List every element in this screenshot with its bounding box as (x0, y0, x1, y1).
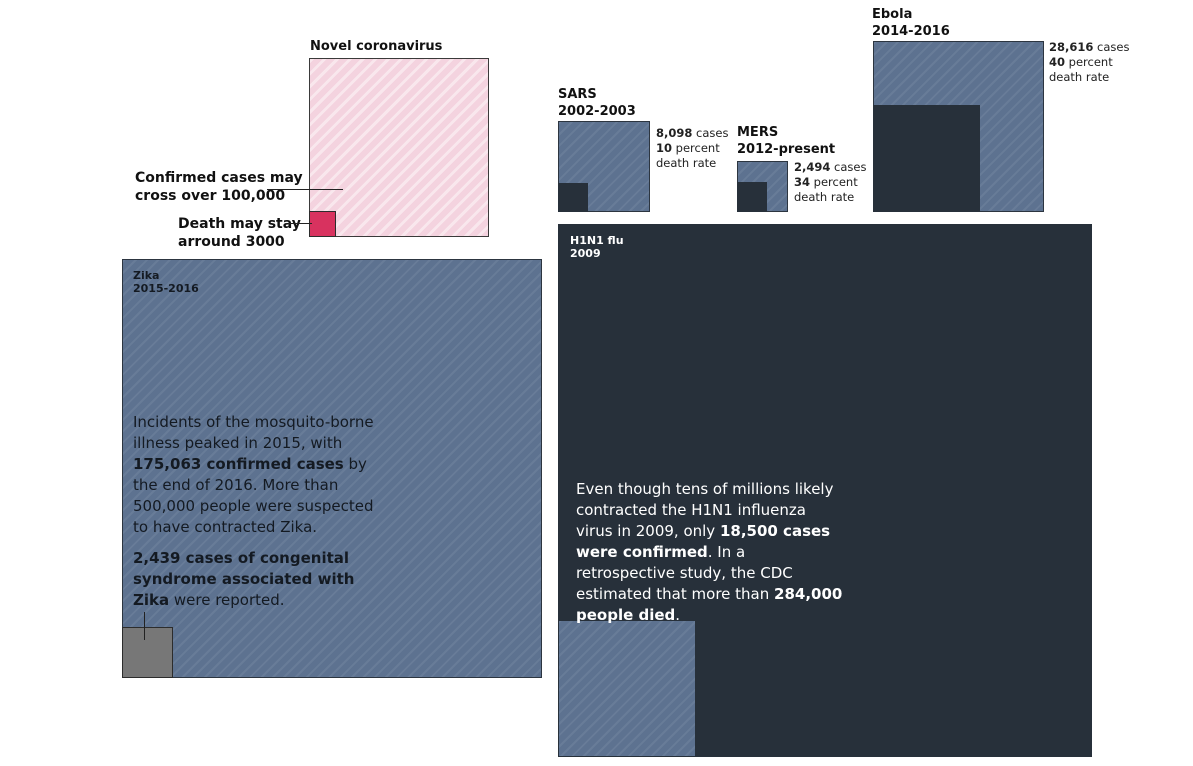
zika-confirmed-cases: 175,063 confirmed cases (133, 455, 344, 473)
zika-congenital-cases: 2,439 cases of congenital syndrome assoc… (133, 549, 355, 609)
ebola-death-rate-label: death rate (1049, 70, 1110, 84)
zika-paragraph-2: 2,439 cases of congenital syndrome assoc… (133, 548, 383, 611)
zika-title: Zika 2015-2016 (133, 269, 199, 295)
zika-p1-text-a: Incidents of the mosquito-borne illness … (133, 413, 374, 452)
mers-stats: 2,494 cases 34 percent death rate (794, 160, 866, 205)
sars-stats: 8,098 cases 10 percent death rate (656, 126, 728, 171)
zika-death-leader-line (144, 612, 145, 640)
mers-death-rate-label: death rate (794, 190, 855, 204)
coronavirus-title: Novel coronavirus (310, 39, 443, 54)
zika-death-square (122, 627, 173, 678)
zika-p2-text-b: were reported. (169, 591, 285, 609)
coronavirus-death-leader-line (288, 223, 312, 224)
h1n1-description: Even though tens of millions likely cont… (576, 479, 844, 636)
sars-cases-value: 8,098 (656, 126, 693, 140)
h1n1-paragraph: Even though tens of millions likely cont… (576, 479, 844, 626)
h1n1-title-name: H1N1 flu (570, 234, 624, 247)
mers-death-square (737, 182, 767, 212)
mers-death-value: 34 (794, 175, 811, 189)
mers-death-label: percent (813, 175, 858, 189)
h1n1-text-c: . In a retrospective study, the CDC esti… (576, 543, 793, 603)
sars-title-name: SARS (558, 87, 597, 102)
mers-title-name: MERS (737, 125, 779, 140)
coronavirus-cases-square (309, 58, 489, 237)
h1n1-title: H1N1 flu 2009 (570, 234, 624, 260)
sars-death-rate-label: death rate (656, 156, 717, 170)
ebola-title-name: Ebola (872, 7, 913, 22)
mers-title-years: 2012-present (737, 142, 836, 157)
coronavirus-cases-leader-line (267, 189, 343, 190)
zika-title-years: 2015-2016 (133, 282, 199, 295)
mers-cases-label: cases (834, 160, 867, 174)
mers-cases-value: 2,494 (794, 160, 831, 174)
sars-title-years: 2002-2003 (558, 104, 636, 119)
sars-death-value: 10 (656, 141, 673, 155)
ebola-cases-value: 28,616 (1049, 40, 1094, 54)
coronavirus-death-square (309, 211, 336, 237)
zika-cases-square (122, 259, 542, 678)
ebola-death-value: 40 (1049, 55, 1066, 69)
ebola-cases-label: cases (1097, 40, 1130, 54)
h1n1-cases-square (558, 620, 696, 757)
coronavirus-cases-note-line1: Confirmed cases may (135, 170, 303, 186)
h1n1-deaths: 284,000 people died (576, 585, 843, 624)
zika-description: Incidents of the mosquito-borne illness … (133, 412, 383, 621)
sars-death-square (558, 183, 588, 212)
zika-title-name: Zika (133, 269, 160, 282)
sars-death-label: percent (675, 141, 720, 155)
h1n1-text-e: . (675, 606, 681, 624)
ebola-title: Ebola 2014-2016 (872, 6, 950, 40)
zika-p1-text-c: by the end of 2016. More than 500,000 pe… (133, 455, 374, 536)
coronavirus-cases-note: Confirmed cases may cross over 100,000 (135, 169, 303, 205)
coronavirus-death-note: Death may stay arround 3000 (178, 215, 301, 251)
sars-cases-label: cases (696, 126, 729, 140)
coronavirus-death-note-line1: Death may stay (178, 216, 301, 232)
ebola-stats: 28,616 cases 40 percent death rate (1049, 40, 1129, 85)
coronavirus-cases-note-line2: cross over 100,000 (135, 188, 286, 204)
coronavirus-death-note-line2: arround 3000 (178, 234, 285, 250)
ebola-death-label: percent (1068, 55, 1113, 69)
mers-title: MERS 2012-present (737, 124, 835, 158)
zika-paragraph-1: Incidents of the mosquito-borne illness … (133, 412, 383, 538)
h1n1-confirmed-cases: 18,500 cases were confirmed (576, 522, 831, 561)
h1n1-text-a: Even though tens of millions likely cont… (576, 480, 834, 540)
ebola-title-years: 2014-2016 (872, 24, 950, 39)
h1n1-title-years: 2009 (570, 247, 601, 260)
sars-title: SARS 2002-2003 (558, 86, 636, 120)
ebola-death-square (873, 105, 980, 212)
